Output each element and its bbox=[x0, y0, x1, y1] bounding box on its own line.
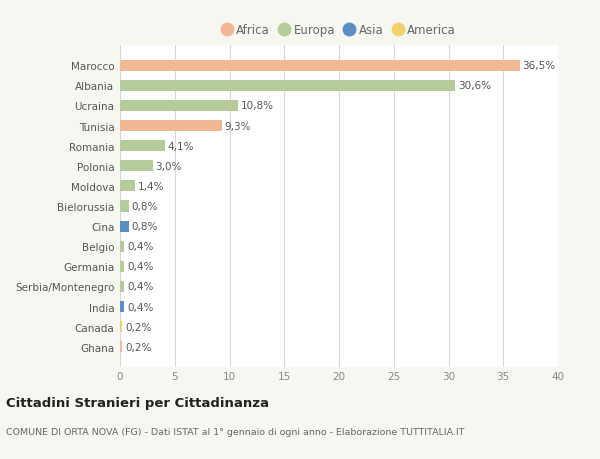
Text: 10,8%: 10,8% bbox=[241, 101, 274, 111]
Text: COMUNE DI ORTA NOVA (FG) - Dati ISTAT al 1° gennaio di ogni anno - Elaborazione : COMUNE DI ORTA NOVA (FG) - Dati ISTAT al… bbox=[6, 427, 464, 436]
Legend: Africa, Europa, Asia, America: Africa, Europa, Asia, America bbox=[217, 20, 461, 42]
Text: 0,2%: 0,2% bbox=[125, 322, 151, 332]
Bar bbox=[120, 121, 222, 132]
Text: 3,0%: 3,0% bbox=[155, 162, 182, 171]
Bar bbox=[120, 321, 122, 332]
Text: 0,8%: 0,8% bbox=[131, 222, 158, 232]
Bar bbox=[120, 181, 136, 192]
Text: 0,4%: 0,4% bbox=[127, 282, 154, 292]
Text: 0,4%: 0,4% bbox=[127, 242, 154, 252]
Bar bbox=[120, 281, 124, 292]
Bar bbox=[120, 101, 238, 112]
Bar bbox=[120, 141, 165, 152]
Bar bbox=[120, 302, 124, 313]
Text: Cittadini Stranieri per Cittadinanza: Cittadini Stranieri per Cittadinanza bbox=[6, 396, 269, 409]
Text: 0,2%: 0,2% bbox=[125, 342, 151, 352]
Text: 30,6%: 30,6% bbox=[458, 81, 491, 91]
Text: 9,3%: 9,3% bbox=[224, 121, 251, 131]
Bar bbox=[120, 241, 124, 252]
Bar bbox=[120, 81, 455, 92]
Bar bbox=[120, 221, 129, 232]
Text: 0,4%: 0,4% bbox=[127, 302, 154, 312]
Text: 1,4%: 1,4% bbox=[138, 181, 164, 191]
Bar bbox=[120, 341, 122, 353]
Text: 4,1%: 4,1% bbox=[167, 141, 194, 151]
Text: 36,5%: 36,5% bbox=[523, 61, 556, 71]
Bar bbox=[120, 61, 520, 72]
Bar bbox=[120, 161, 153, 172]
Bar bbox=[120, 201, 129, 212]
Bar bbox=[120, 261, 124, 272]
Text: 0,4%: 0,4% bbox=[127, 262, 154, 272]
Text: 0,8%: 0,8% bbox=[131, 202, 158, 212]
